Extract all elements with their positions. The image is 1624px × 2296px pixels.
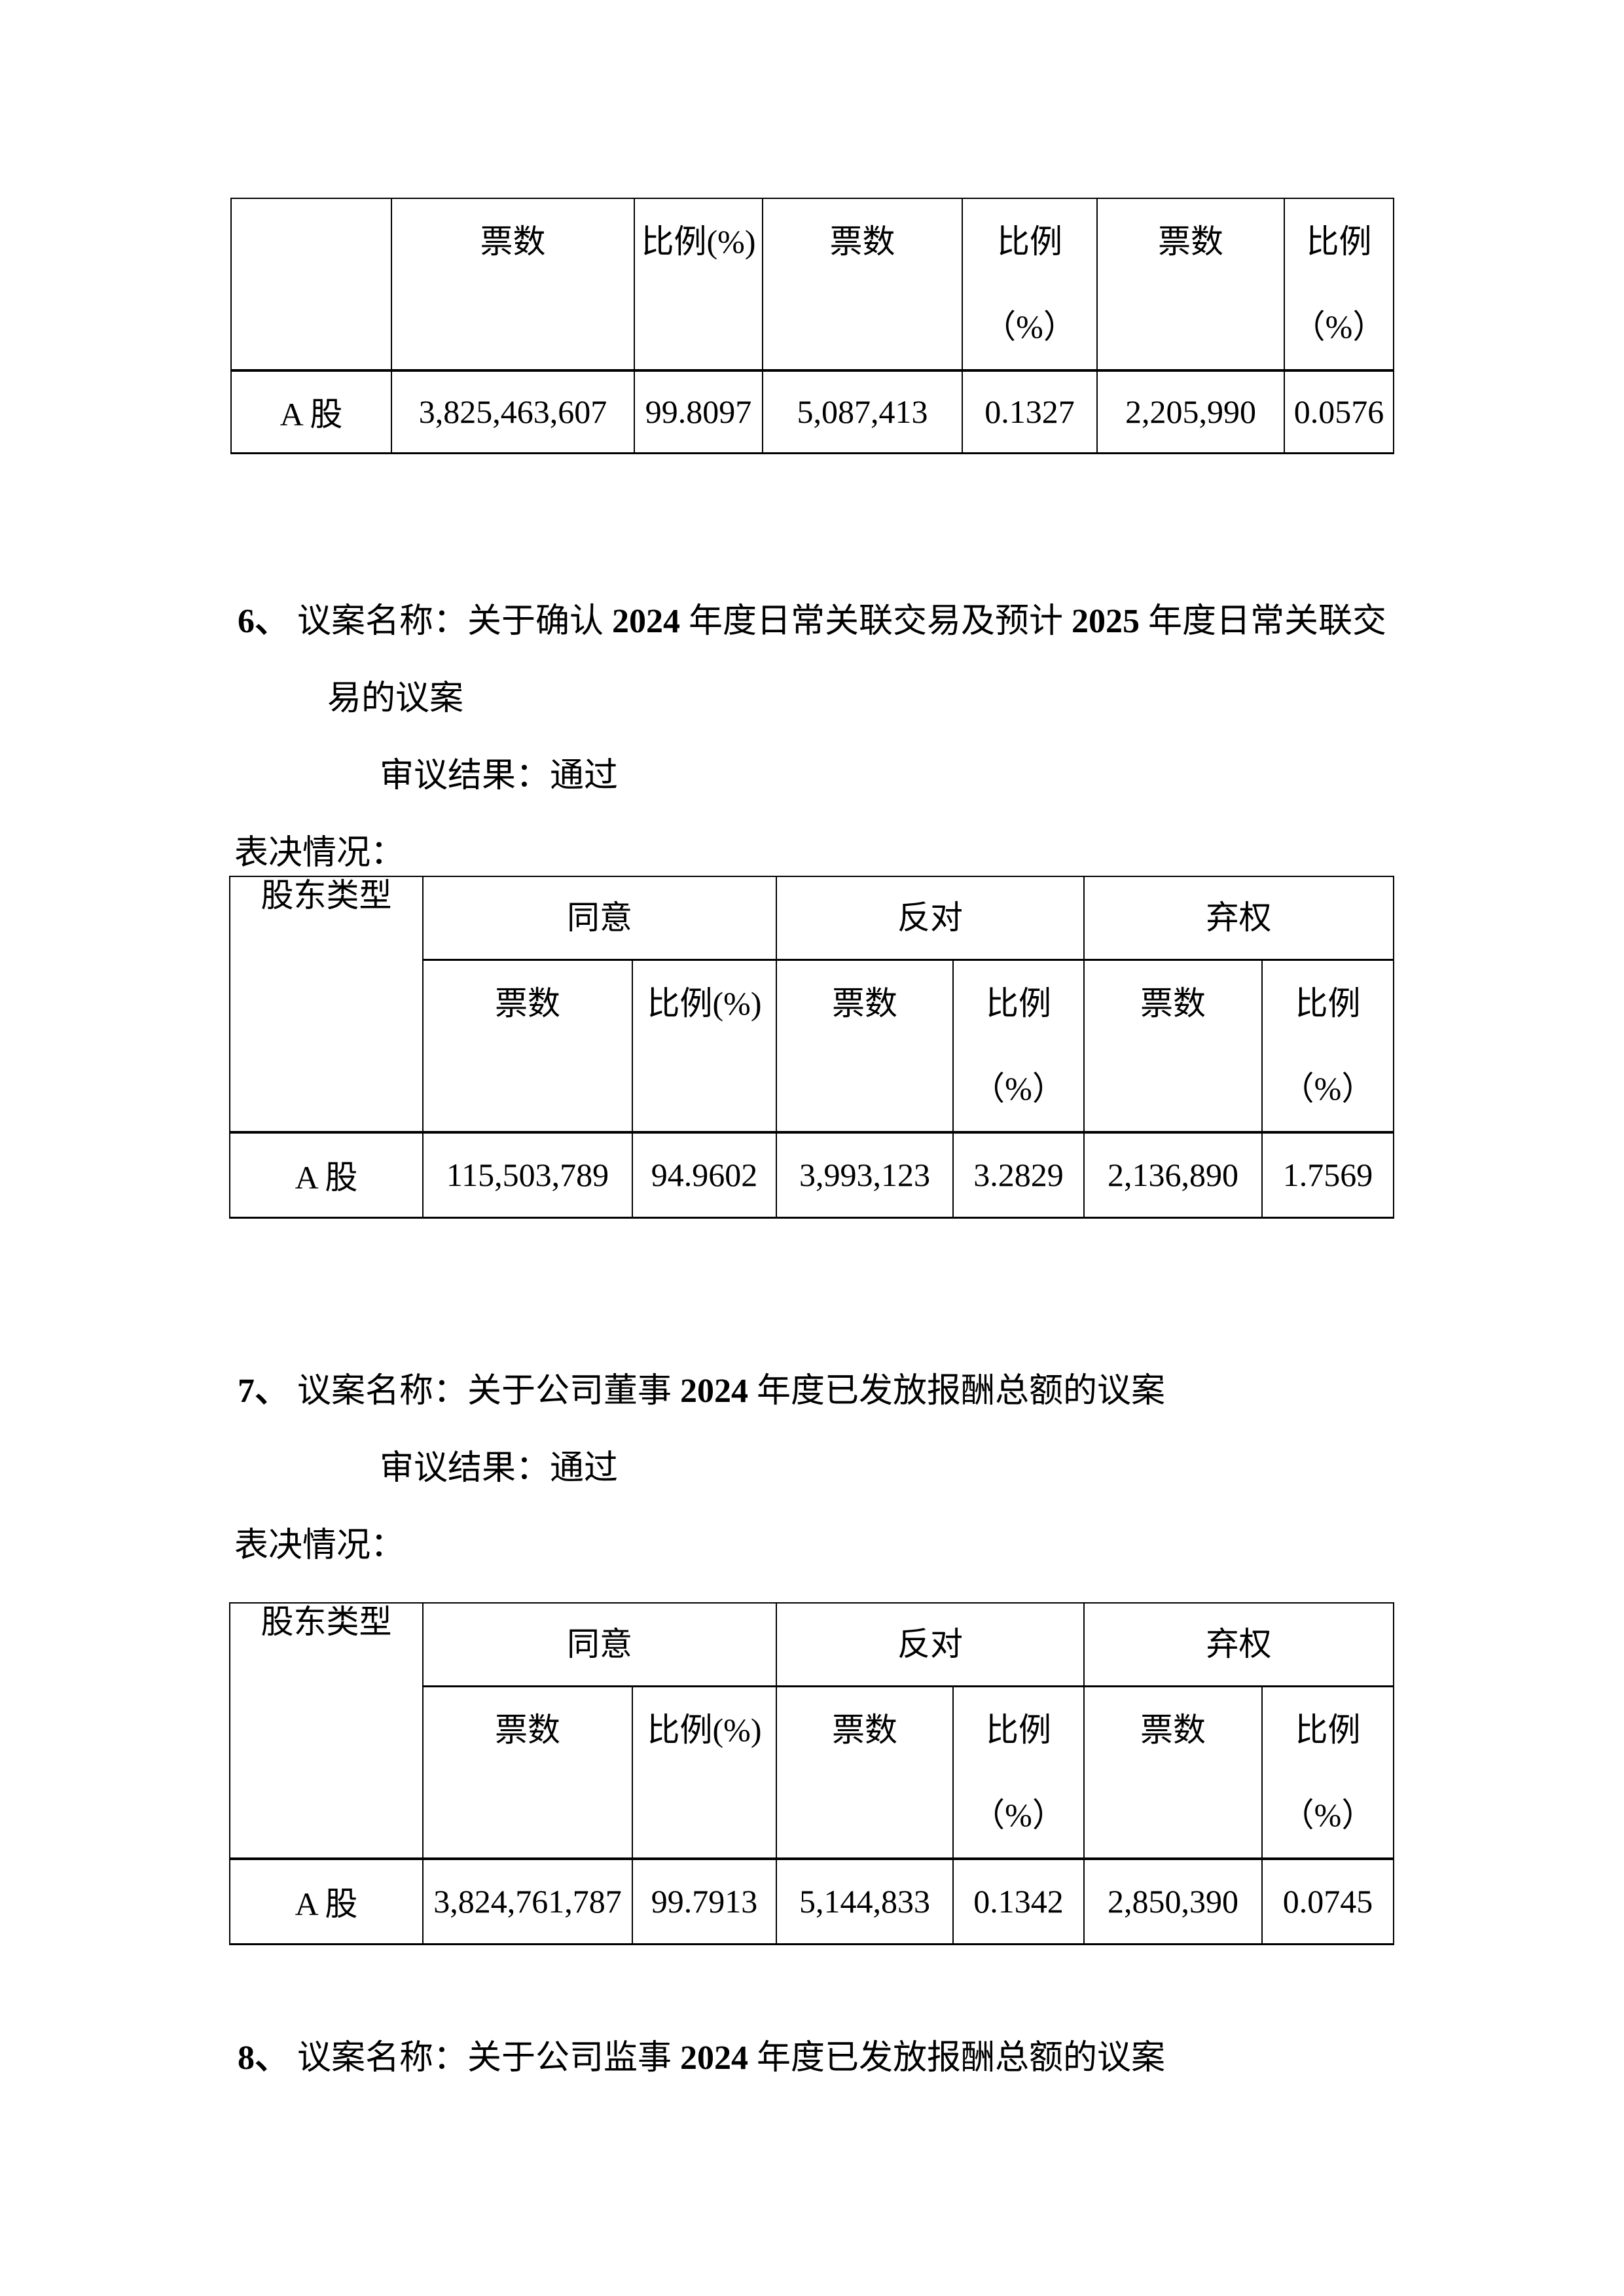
against-ratio-cell: 3.2829 [952,1130,1085,1219]
abstain-votes-cell: 2,205,990 [1096,369,1285,454]
proposal-6-number: 6、 [238,603,289,640]
proposal-6-voting-label: 表决情况： [234,834,405,872]
agree-votes-header: 票数 [391,198,635,371]
agree-votes-cell: 3,824,761,787 [422,1857,633,1945]
proposal-7-review-result: 审议结果：通过 [380,1450,619,1487]
abstain-ratio-cell: 1.7569 [1261,1130,1394,1219]
proposal-7-voting-label: 表决情况： [234,1527,405,1564]
empty-header-cell [230,198,392,371]
abstain-ratio-header: 比例 （%） [1284,198,1394,371]
proposal-8-title: 8、 议案名称：关于公司监事 2024 年度已发放报酬总额的议案 [238,2039,1166,2077]
stock-type-cell: A 股 [230,369,392,454]
abstain-votes-header: 票数 [1083,1685,1263,1859]
proposal-7-title: 7、 议案名称：关于公司董事 2024 年度已发放报酬总额的议案 [238,1372,1166,1410]
voting-table-proposal-6: 股东类型 同意 反对 弃权 票数 比例(%) 票数 比例 （%） 票数 比例 （%）… [229,876,1394,1219]
abstain-votes-header: 票数 [1083,958,1263,1133]
against-group-header: 反对 [776,876,1085,960]
against-group-header: 反对 [776,1602,1085,1687]
table-row: A 股 115,503,789 94.9602 3,993,123 3.2829… [229,1130,1394,1219]
against-votes-cell: 5,144,833 [776,1857,954,1945]
abstain-ratio-cell: 0.0745 [1261,1857,1394,1945]
against-ratio-header: 比例 （%） [952,1685,1085,1859]
abstain-ratio-header: 比例 （%） [1261,958,1394,1133]
shareholder-type-header: 股东类型 [229,876,424,1133]
proposal-6-title-line1: 6、 议案名称：关于确认 2024 年度日常关联交易及预计 2025 年度日常关… [238,603,1387,640]
voting-table-proposal-7: 股东类型 同意 反对 弃权 票数 比例(%) 票数 比例 （%） 票数 比例 （%）… [229,1602,1394,1945]
against-ratio-header: 比例 （%） [962,198,1098,371]
proposal-6-title-line2: 易的议案 [327,680,464,717]
against-ratio-cell: 0.1327 [962,369,1098,454]
year-2024: 2024 [612,603,681,640]
stock-type-cell: A 股 [229,1857,424,1945]
year-2024: 2024 [680,1372,749,1410]
abstain-votes-cell: 2,850,390 [1083,1857,1263,1945]
table-row: A 股 3,825,463,607 99.8097 5,087,413 0.13… [230,369,1394,454]
agree-votes-header: 票数 [422,1685,633,1859]
proposal-7-number: 7、 [238,1372,289,1410]
abstain-votes-header: 票数 [1096,198,1285,371]
against-votes-cell: 3,993,123 [776,1130,954,1219]
abstain-group-header: 弃权 [1083,1602,1394,1687]
abstain-votes-cell: 2,136,890 [1083,1130,1263,1219]
year-2024: 2024 [680,2039,749,2077]
agree-ratio-cell: 99.8097 [634,369,763,454]
agree-ratio-header: 比例(%) [632,958,777,1133]
against-votes-header: 票数 [776,958,954,1133]
agree-ratio-header: 比例(%) [632,1685,777,1859]
agree-group-header: 同意 [422,1602,777,1687]
proposal-6-review-result: 审议结果：通过 [380,757,619,795]
against-ratio-header: 比例 （%） [952,958,1085,1133]
year-2025: 2025 [1072,603,1140,640]
agree-ratio-cell: 94.9602 [632,1130,777,1219]
against-votes-header: 票数 [776,1685,954,1859]
against-votes-cell: 5,087,413 [762,369,963,454]
stock-type-cell: A 股 [229,1130,424,1219]
shareholder-type-header: 股东类型 [229,1602,424,1859]
abstain-group-header: 弃权 [1083,876,1394,960]
table-row: A 股 3,824,761,787 99.7913 5,144,833 0.13… [229,1857,1394,1945]
agree-ratio-cell: 99.7913 [632,1857,777,1945]
abstain-ratio-cell: 0.0576 [1284,369,1394,454]
agree-votes-header: 票数 [422,958,633,1133]
against-votes-header: 票数 [762,198,963,371]
agree-ratio-header: 比例(%) [634,198,763,371]
abstain-ratio-header: 比例 （%） [1261,1685,1394,1859]
voting-table-continued: 票数 比例(%) 票数 比例 （%） 票数 比例 （%） A 股 3,825,463… [230,198,1394,454]
agree-votes-cell: 3,825,463,607 [391,369,635,454]
agree-group-header: 同意 [422,876,777,960]
proposal-8-number: 8、 [238,2039,289,2077]
agree-votes-cell: 115,503,789 [422,1130,633,1219]
against-ratio-cell: 0.1342 [952,1857,1085,1945]
